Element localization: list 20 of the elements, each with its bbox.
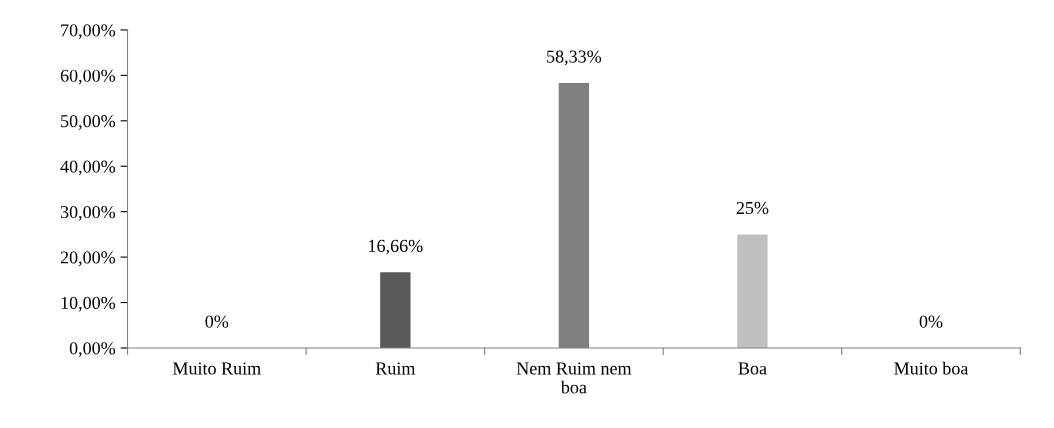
y-tick-label: 40,00% xyxy=(60,160,116,176)
bar xyxy=(380,272,411,348)
bar xyxy=(737,234,768,348)
y-tick-label: 10,00% xyxy=(61,296,116,312)
y-tick-label: 70,00% xyxy=(61,24,116,39)
y-tick-label: 50,00% xyxy=(61,115,116,130)
x-tick-label: Boa xyxy=(738,362,767,375)
x-tick-label: Muito Ruim xyxy=(172,362,261,375)
x-tick-label: Nem Ruim nem boa xyxy=(516,362,632,394)
data-label: 58,33% xyxy=(547,50,602,66)
y-tick-label: 30,00% xyxy=(60,205,116,221)
x-tick-label: Ruim xyxy=(375,362,416,375)
y-tick-label: 20,00% xyxy=(60,251,116,267)
data-label: 0% xyxy=(919,315,943,328)
data-label: 25% xyxy=(736,201,769,215)
y-tick-label: 60,00% xyxy=(60,69,116,85)
y-tick-label: 0,00% xyxy=(69,342,116,357)
data-label: 0% xyxy=(205,315,229,328)
data-label: 16,66% xyxy=(369,239,423,255)
x-tick-label: Muito boa xyxy=(894,361,969,375)
